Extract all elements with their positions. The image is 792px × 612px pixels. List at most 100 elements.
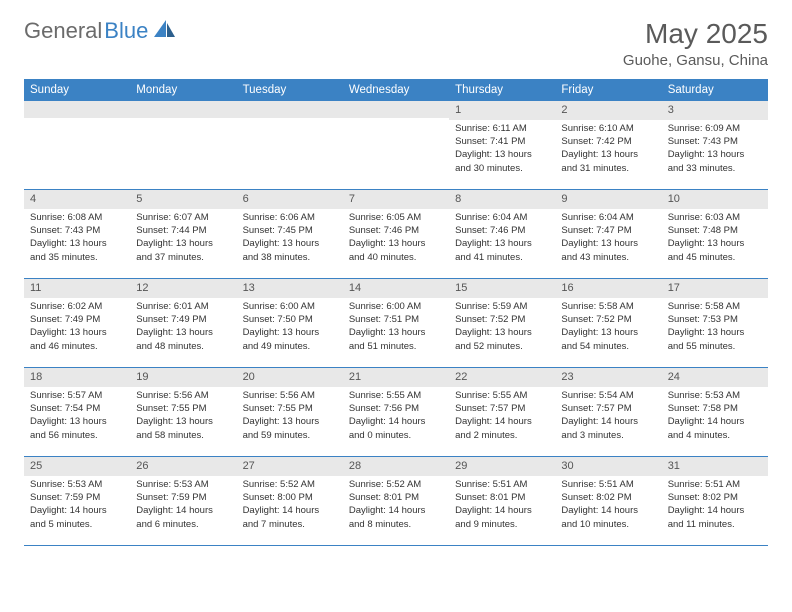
day-cell: 29Sunrise: 5:51 AMSunset: 8:01 PMDayligh… (449, 457, 555, 545)
sunrise-text: Sunrise: 5:51 AM (668, 479, 762, 492)
sunset-text: Sunset: 7:54 PM (30, 403, 124, 416)
calendar-grid: Sunday Monday Tuesday Wednesday Thursday… (24, 79, 768, 546)
day-details: Sunrise: 5:56 AMSunset: 7:55 PMDaylight:… (237, 387, 343, 448)
daylight2-text: and 48 minutes. (136, 341, 230, 354)
day-details: Sunrise: 6:05 AMSunset: 7:46 PMDaylight:… (343, 209, 449, 270)
title-block: May 2025 Guohe, Gansu, China (623, 18, 768, 69)
daylight1-text: Daylight: 13 hours (349, 238, 443, 251)
day-number: 6 (237, 190, 343, 209)
day-cell: 30Sunrise: 5:51 AMSunset: 8:02 PMDayligh… (555, 457, 661, 545)
day-number: 5 (130, 190, 236, 209)
daylight2-text: and 35 minutes. (30, 252, 124, 265)
daylight2-text: and 56 minutes. (30, 430, 124, 443)
day-number (24, 101, 130, 118)
day-cell: 10Sunrise: 6:03 AMSunset: 7:48 PMDayligh… (662, 190, 768, 278)
day-cell: 11Sunrise: 6:02 AMSunset: 7:49 PMDayligh… (24, 279, 130, 367)
daylight1-text: Daylight: 13 hours (349, 327, 443, 340)
day-cell: 27Sunrise: 5:52 AMSunset: 8:00 PMDayligh… (237, 457, 343, 545)
week-row: 18Sunrise: 5:57 AMSunset: 7:54 PMDayligh… (24, 368, 768, 457)
sunrise-text: Sunrise: 5:55 AM (455, 390, 549, 403)
daylight2-text: and 51 minutes. (349, 341, 443, 354)
sunrise-text: Sunrise: 5:58 AM (668, 301, 762, 314)
day-details: Sunrise: 5:53 AMSunset: 7:58 PMDaylight:… (662, 387, 768, 448)
sunset-text: Sunset: 7:49 PM (136, 314, 230, 327)
day-cell (343, 101, 449, 189)
sunset-text: Sunset: 7:49 PM (30, 314, 124, 327)
sunset-text: Sunset: 7:55 PM (136, 403, 230, 416)
day-details: Sunrise: 5:57 AMSunset: 7:54 PMDaylight:… (24, 387, 130, 448)
daylight2-text: and 45 minutes. (668, 252, 762, 265)
daylight1-text: Daylight: 13 hours (136, 238, 230, 251)
sunrise-text: Sunrise: 6:04 AM (561, 212, 655, 225)
day-details: Sunrise: 5:54 AMSunset: 7:57 PMDaylight:… (555, 387, 661, 448)
day-number: 18 (24, 368, 130, 387)
sunset-text: Sunset: 8:02 PM (561, 492, 655, 505)
day-details: Sunrise: 5:55 AMSunset: 7:56 PMDaylight:… (343, 387, 449, 448)
daylight1-text: Daylight: 14 hours (561, 505, 655, 518)
daylight2-text: and 30 minutes. (455, 163, 549, 176)
day-cell: 6Sunrise: 6:06 AMSunset: 7:45 PMDaylight… (237, 190, 343, 278)
daylight1-text: Daylight: 13 hours (30, 327, 124, 340)
daylight1-text: Daylight: 14 hours (136, 505, 230, 518)
day-cell: 28Sunrise: 5:52 AMSunset: 8:01 PMDayligh… (343, 457, 449, 545)
day-cell: 26Sunrise: 5:53 AMSunset: 7:59 PMDayligh… (130, 457, 236, 545)
day-number: 11 (24, 279, 130, 298)
daylight1-text: Daylight: 13 hours (561, 238, 655, 251)
sunset-text: Sunset: 8:01 PM (349, 492, 443, 505)
sunrise-text: Sunrise: 6:08 AM (30, 212, 124, 225)
day-number: 19 (130, 368, 236, 387)
day-details: Sunrise: 5:52 AMSunset: 8:00 PMDaylight:… (237, 476, 343, 537)
weekday-header: Friday (555, 79, 661, 101)
day-cell: 5Sunrise: 6:07 AMSunset: 7:44 PMDaylight… (130, 190, 236, 278)
sunset-text: Sunset: 7:48 PM (668, 225, 762, 238)
day-cell (130, 101, 236, 189)
day-details: Sunrise: 6:02 AMSunset: 7:49 PMDaylight:… (24, 298, 130, 359)
daylight1-text: Daylight: 13 hours (455, 149, 549, 162)
sunrise-text: Sunrise: 6:00 AM (243, 301, 337, 314)
sunset-text: Sunset: 7:52 PM (561, 314, 655, 327)
sunrise-text: Sunrise: 5:51 AM (561, 479, 655, 492)
day-details: Sunrise: 5:51 AMSunset: 8:01 PMDaylight:… (449, 476, 555, 537)
day-details: Sunrise: 6:04 AMSunset: 7:46 PMDaylight:… (449, 209, 555, 270)
sunrise-text: Sunrise: 6:11 AM (455, 123, 549, 136)
daylight2-text: and 5 minutes. (30, 519, 124, 532)
sunset-text: Sunset: 7:56 PM (349, 403, 443, 416)
daylight1-text: Daylight: 14 hours (668, 416, 762, 429)
daylight2-text: and 59 minutes. (243, 430, 337, 443)
day-cell: 8Sunrise: 6:04 AMSunset: 7:46 PMDaylight… (449, 190, 555, 278)
day-cell: 14Sunrise: 6:00 AMSunset: 7:51 PMDayligh… (343, 279, 449, 367)
day-details: Sunrise: 5:53 AMSunset: 7:59 PMDaylight:… (24, 476, 130, 537)
daylight2-text: and 31 minutes. (561, 163, 655, 176)
sunrise-text: Sunrise: 5:53 AM (136, 479, 230, 492)
daylight2-text: and 37 minutes. (136, 252, 230, 265)
logo-text-gray: General (24, 18, 102, 44)
day-details: Sunrise: 6:10 AMSunset: 7:42 PMDaylight:… (555, 120, 661, 181)
calendar-page: GeneralBlue May 2025 Guohe, Gansu, China… (0, 0, 792, 564)
week-row: 11Sunrise: 6:02 AMSunset: 7:49 PMDayligh… (24, 279, 768, 368)
day-details: Sunrise: 6:07 AMSunset: 7:44 PMDaylight:… (130, 209, 236, 270)
day-number (343, 101, 449, 118)
sunrise-text: Sunrise: 5:58 AM (561, 301, 655, 314)
day-cell: 22Sunrise: 5:55 AMSunset: 7:57 PMDayligh… (449, 368, 555, 456)
sunset-text: Sunset: 8:01 PM (455, 492, 549, 505)
daylight2-text: and 2 minutes. (455, 430, 549, 443)
sunrise-text: Sunrise: 5:52 AM (349, 479, 443, 492)
day-details: Sunrise: 5:59 AMSunset: 7:52 PMDaylight:… (449, 298, 555, 359)
sunrise-text: Sunrise: 6:04 AM (455, 212, 549, 225)
sunset-text: Sunset: 7:42 PM (561, 136, 655, 149)
day-number: 7 (343, 190, 449, 209)
daylight1-text: Daylight: 13 hours (668, 327, 762, 340)
day-number: 4 (24, 190, 130, 209)
sunrise-text: Sunrise: 5:54 AM (561, 390, 655, 403)
day-cell: 31Sunrise: 5:51 AMSunset: 8:02 PMDayligh… (662, 457, 768, 545)
week-row: 25Sunrise: 5:53 AMSunset: 7:59 PMDayligh… (24, 457, 768, 546)
daylight1-text: Daylight: 13 hours (668, 238, 762, 251)
sunset-text: Sunset: 7:43 PM (668, 136, 762, 149)
sunrise-text: Sunrise: 5:59 AM (455, 301, 549, 314)
logo: GeneralBlue (24, 18, 176, 44)
day-cell: 15Sunrise: 5:59 AMSunset: 7:52 PMDayligh… (449, 279, 555, 367)
daylight2-text: and 7 minutes. (243, 519, 337, 532)
day-cell: 4Sunrise: 6:08 AMSunset: 7:43 PMDaylight… (24, 190, 130, 278)
day-details: Sunrise: 6:00 AMSunset: 7:51 PMDaylight:… (343, 298, 449, 359)
day-details: Sunrise: 5:58 AMSunset: 7:52 PMDaylight:… (555, 298, 661, 359)
